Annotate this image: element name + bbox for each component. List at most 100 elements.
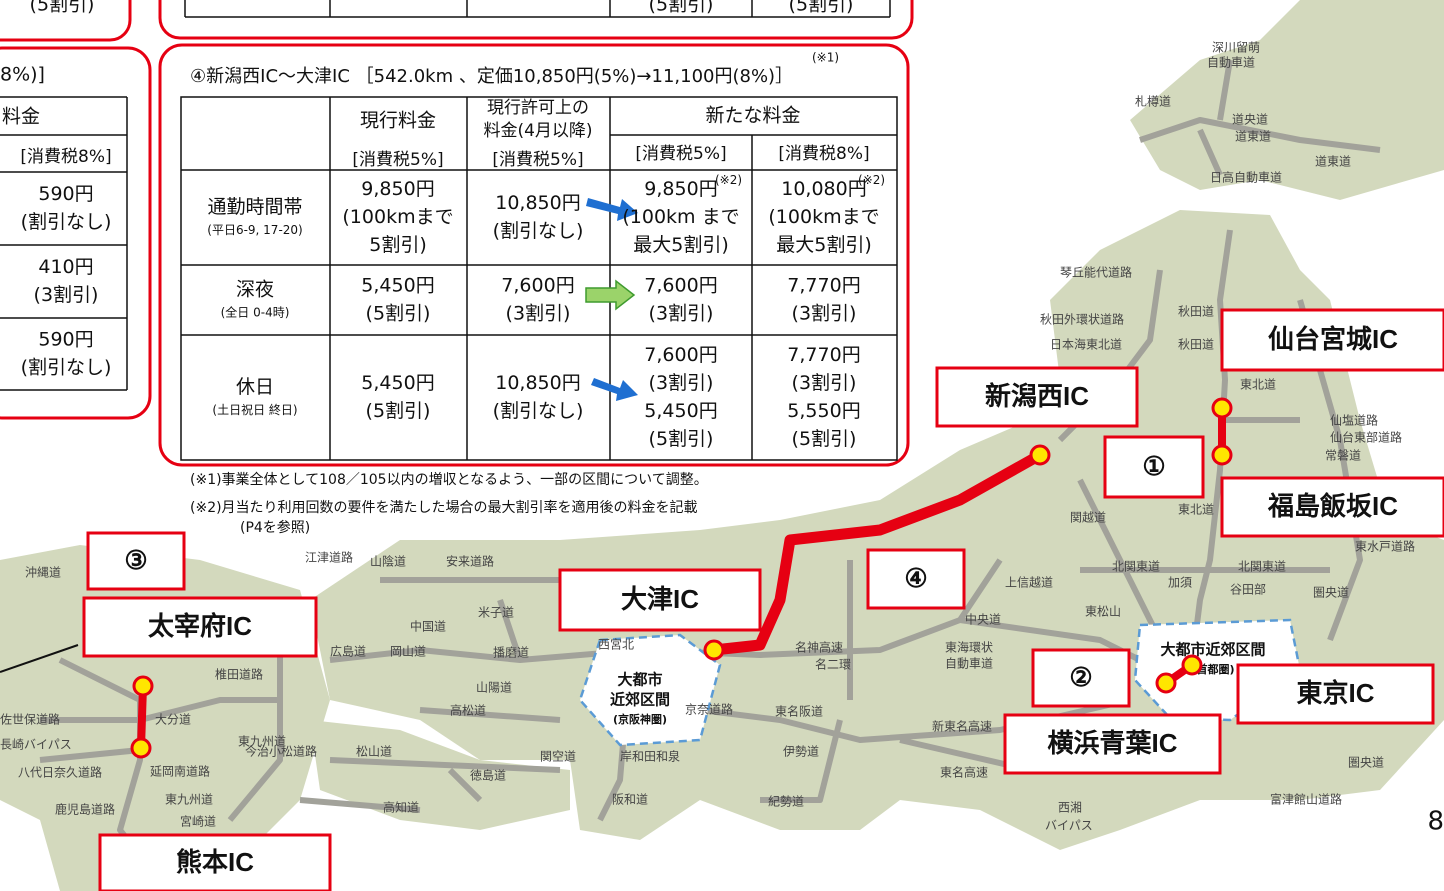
left-header: 料金 [2,106,40,128]
left-subheader: [消費税8%] [20,147,111,167]
road-label: 山陰道 [370,555,406,569]
metro-label: (京阪神圏) [613,712,667,726]
road-label: 北関東道 [1238,560,1286,574]
road-label: 阪和道 [612,793,648,807]
land [310,720,570,830]
header: 新たな料金 [705,105,800,127]
road-label: 名二環 [815,657,851,672]
road-label: 延岡南道路 [150,764,210,779]
callout-label: 福島飯坂IC [1267,491,1398,521]
callout-label: ③ [124,545,147,575]
road [39,620,283,882]
callout-label: ① [1142,451,1165,481]
road-label: 関空道 [540,750,576,764]
road-label: 秋田道 [1178,338,1214,352]
road-label: 大分道 [155,713,191,727]
footnote: (P4を参照) [240,519,310,536]
ic-point [1155,672,1177,694]
road-label: 東九州道 [238,735,286,749]
ic-point [1211,397,1233,419]
cell-text: (割引なし) [493,220,584,242]
road-label: 高松道 [450,703,486,718]
cell-text: 10,850円 [495,192,580,214]
callout-box [1003,713,1222,775]
callout-label: 熊本IC [176,847,254,877]
road-label: 東名高速 [940,765,988,780]
metro-label: 大都市近郊区間 [1160,641,1265,659]
arrow [586,198,638,221]
road-label: 山陽道 [476,681,512,695]
superscript: (※2) [715,173,742,187]
cell-text: 最大5割引) [633,234,729,256]
arrow [585,279,636,311]
ic-point [132,675,154,697]
road-label: 常磐道 [1325,449,1361,463]
road-label: 名神高速 [795,640,843,655]
road-label: 西湘 [1058,800,1082,815]
road-label: 東北道 [1240,378,1276,392]
road-label: 関越道 [1070,511,1106,525]
road-label: 米子道 [478,606,514,620]
callout-label: 大津IC [621,584,699,614]
road-label: 京奈道路 [685,702,733,717]
row-note: (平日6-9, 17-20) [207,223,302,237]
row-label: 通勤時間帯 [207,196,302,218]
cell-text: 5,450円 [361,372,434,394]
road-label: 播磨道 [493,646,529,660]
road-label: 新東名高速 [932,719,992,734]
road-label: 自動車道 [945,657,993,671]
cell-text: (5割引) [792,428,857,450]
road-label: 東北道 [1178,503,1214,517]
ic-point [1211,444,1233,466]
cell-text: 5,450円 [644,400,717,422]
ic-point [130,737,152,759]
header: [消費税5%] [635,144,726,164]
callout-box [558,568,762,632]
callout-box [866,548,966,610]
cell-text: 7,600円 [644,275,717,297]
cell-text: (100km まで [622,206,739,228]
road-label: 道東道 [1235,130,1271,144]
cell-text: (3割引) [506,303,571,325]
cell-text: (100kmまで [768,206,879,228]
land [1130,0,1444,200]
table-title: ④新潟西IC～大津IC ［542.0km 、定価10,850円(5%)→11,1… [190,66,793,87]
header: [消費税5%] [352,150,443,170]
route [713,450,1043,656]
road-label: 秋田道 [1178,305,1214,319]
road-label: 松山道 [356,745,392,759]
road-label: 佐世保道路 [0,712,60,727]
cell-text: (割引なし) [21,357,112,379]
road-label: 東水戸道路 [1355,539,1415,554]
road-label: 谷田部 [1230,582,1266,597]
cell-text: 10,080円 [781,178,866,200]
callout-box [1236,663,1435,725]
cell-text: (割引なし) [21,211,112,233]
panel [158,43,910,467]
callout-box [1220,476,1444,538]
road-label: 札樽道 [1135,94,1171,109]
road-label: 北関東道 [1112,560,1160,574]
cell-text: 最大5割引) [776,234,872,256]
header: [消費税8%] [778,144,869,164]
cell-text: (5割引) [366,400,431,422]
callout-label: 新潟西IC [985,381,1089,411]
arrow [591,378,638,401]
road-label: 圏央道 [1348,756,1384,770]
road-label: 広島道 [330,644,366,659]
cell-text: (5割引) [649,428,714,450]
cell-text: (割引なし) [493,400,584,422]
road-label: 江津道路 [305,550,353,565]
cell-text: 10,850円 [495,372,580,394]
ic-point [703,639,725,661]
cell-text: 7,600円 [644,344,717,366]
cell-text: 5,450円 [361,275,434,297]
road-label: 宮崎道 [180,814,216,829]
road-label: 仙台東部道路 [1330,430,1402,445]
page-number: 8 [1427,807,1444,837]
road-label: 西宮北 [598,637,634,652]
footnote: (※2)月当たり利用回数の要件を満たした場合の最大割引率を適用後の料金を記載 [190,499,698,516]
cell-text: (100kmまで [342,206,453,228]
road-label: 東名阪道 [775,704,823,719]
